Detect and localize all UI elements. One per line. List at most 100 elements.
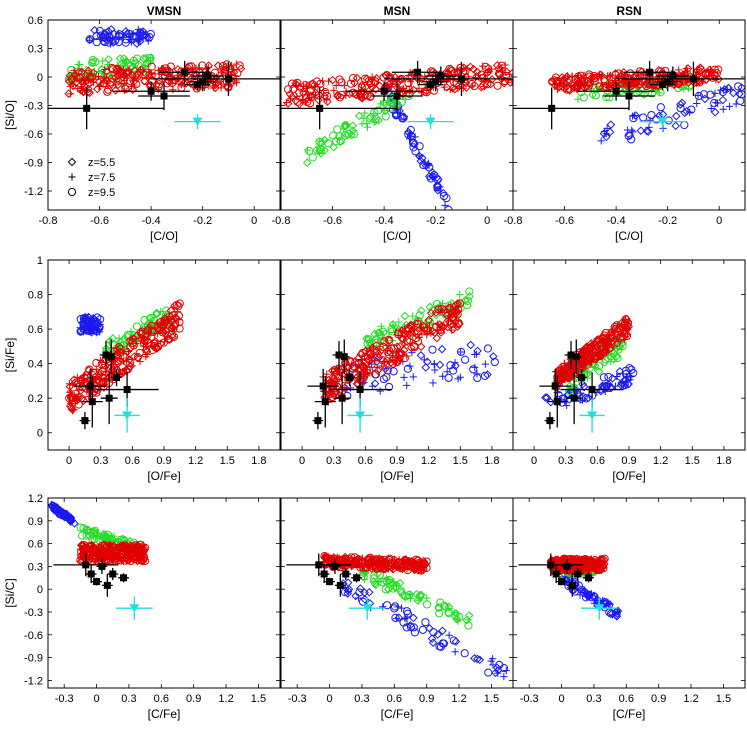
observation-point [646, 68, 654, 76]
x-tick-label: -0.4 [375, 215, 394, 227]
sim-point-red [82, 553, 92, 562]
sim-point-red [114, 343, 124, 352]
sim-point-green [371, 580, 380, 590]
x-tick-label: 0.9 [621, 455, 636, 467]
sim-point-red [379, 561, 388, 571]
sim-point-blue [92, 319, 101, 329]
y-tick-label: 0 [37, 72, 43, 84]
observation-point [109, 570, 117, 578]
sim-point-red [147, 76, 156, 86]
sim-point-red [384, 346, 394, 355]
sim-point-red [442, 311, 452, 320]
sim-point-red [675, 66, 683, 74]
x-tick-label: 0 [66, 455, 72, 467]
x-tick-label: -0.8 [39, 215, 58, 227]
sim-point-green [84, 526, 93, 536]
sim-point-red [320, 552, 329, 561]
sim-point-blue [480, 371, 490, 380]
x-axis-label: [C/Fe] [381, 707, 414, 721]
sim-point-green [579, 93, 588, 102]
sim-point-blue [416, 351, 426, 360]
observation-point [346, 373, 354, 381]
sim-point-blue [672, 111, 681, 121]
sim-point-green [435, 603, 444, 612]
sim-point-red [600, 331, 609, 340]
sim-point-red [236, 64, 246, 73]
sim-point-red [98, 372, 107, 382]
sim-point-red [164, 335, 174, 344]
sim-point-red [675, 77, 684, 87]
sim-point-green [460, 296, 470, 305]
sim-point-red [471, 74, 480, 82]
sim-point-green [602, 93, 611, 102]
sim-point-red [120, 349, 128, 357]
x-axis-label: [C/O] [615, 229, 643, 243]
sim-point-red [387, 83, 395, 91]
sim-point-red [295, 99, 304, 109]
observation-point [567, 351, 575, 359]
sim-point-blue [460, 355, 470, 364]
observation-point [82, 561, 90, 569]
y-tick-label: 0 [37, 428, 43, 440]
sim-point-red [392, 349, 400, 357]
sim-point-red [97, 541, 106, 551]
sim-point-blue [606, 600, 614, 608]
sim-point-red [385, 336, 394, 345]
sim-point-red [403, 323, 413, 333]
sim-point-red [139, 546, 149, 555]
sim-point-red [67, 404, 77, 414]
sim-point-red [552, 556, 561, 565]
sim-point-green [371, 116, 380, 126]
sim-point-green [364, 335, 373, 344]
sim-point-red [469, 64, 478, 74]
sim-point-blue [585, 591, 595, 601]
sim-point-red [418, 330, 426, 338]
sim-point-red [217, 84, 225, 92]
sim-point-blue [682, 106, 691, 116]
x-tick-label: -0.8 [272, 215, 291, 227]
sim-point-red [407, 562, 416, 571]
sim-point-blue [128, 31, 137, 39]
sim-point-red [563, 372, 572, 382]
sim-point-red [212, 73, 221, 81]
sim-point-blue [492, 663, 502, 672]
sim-point-red [406, 327, 416, 337]
cyan-point [192, 117, 203, 126]
sim-point-red [158, 65, 167, 74]
sim-point-blue [100, 31, 109, 40]
sim-point-red [571, 554, 581, 564]
sim-point-red [634, 80, 642, 89]
sim-point-red [455, 319, 464, 329]
sim-point-red [127, 551, 137, 560]
sim-point-blue [95, 322, 104, 332]
sim-point-blue [104, 38, 113, 47]
sim-point-blue [737, 83, 745, 92]
sim-point-red [283, 99, 293, 108]
x-axis-label: [C/O] [150, 229, 178, 243]
sim-point-red [553, 85, 562, 93]
sim-point-red [356, 88, 365, 97]
observation-point [380, 87, 388, 95]
sim-point-blue [541, 393, 550, 402]
sim-point-red [169, 86, 177, 94]
observation-point [86, 382, 94, 390]
sim-point-red [380, 364, 390, 374]
sim-point-blue [456, 347, 466, 356]
sim-point-red [353, 354, 363, 363]
sim-point-red [635, 67, 645, 76]
observation-point [340, 353, 348, 361]
sim-point-red [65, 382, 75, 391]
sim-point-green [122, 56, 130, 64]
sim-point-red [105, 540, 114, 550]
sim-point-green [308, 153, 317, 162]
sim-point-red [418, 321, 428, 331]
sim-point-red [235, 61, 244, 70]
sim-point-blue [473, 350, 481, 358]
observation-point [87, 570, 95, 578]
sim-point-blue [475, 655, 485, 665]
x-tick-label: 1.2 [218, 693, 233, 705]
sim-point-red [142, 345, 151, 354]
x-tick-label: 0 [558, 693, 564, 705]
observation-point [194, 81, 202, 89]
y-tick-label: 1 [37, 255, 43, 267]
